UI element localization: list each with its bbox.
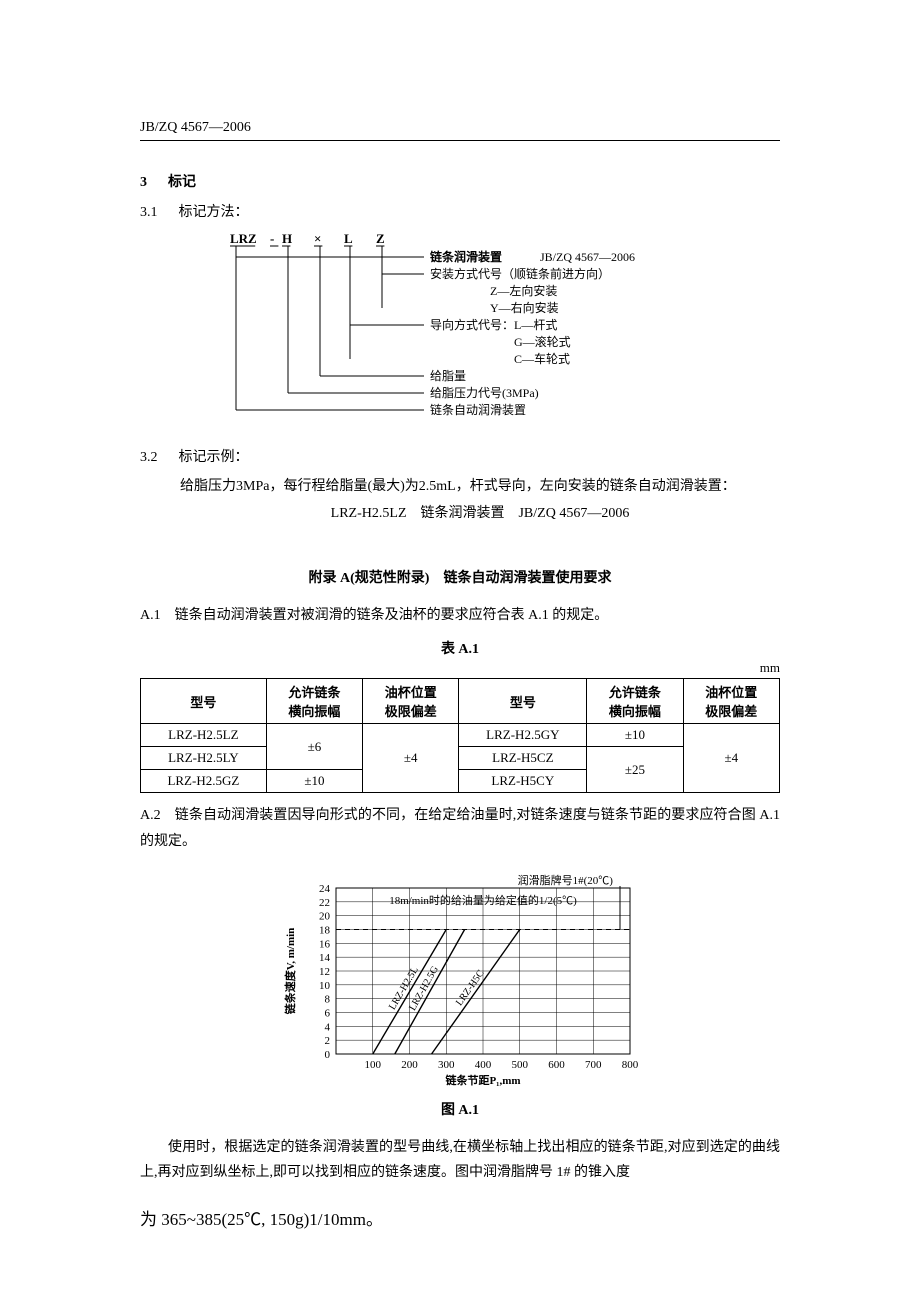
table-a1-unit: mm: [140, 660, 780, 676]
table-row: 型号允许链条横向振幅油杯位置极限偏差型号允许链条横向振幅油杯位置极限偏差: [141, 679, 780, 724]
svg-text:JB/ZQ 4567—2006: JB/ZQ 4567—2006: [540, 250, 635, 264]
svg-text:链条速度V, m/min: 链条速度V, m/min: [283, 927, 297, 1014]
chart-a1-caption: 图 A.1: [140, 1099, 780, 1119]
svg-text:800: 800: [622, 1059, 639, 1071]
svg-text:6: 6: [325, 1007, 331, 1019]
table-cell: ±10: [266, 770, 362, 793]
table-col-header: 允许链条横向振幅: [266, 679, 362, 724]
svg-text:导向方式代号：L—杆式: 导向方式代号：L—杆式: [430, 317, 557, 332]
table-row: LRZ-H2.5LZ±6±4LRZ-H2.5GY±10±4: [141, 724, 780, 747]
svg-text:链条节距P₁,mm: 链条节距P₁,mm: [445, 1073, 520, 1087]
svg-text:给脂压力代号(3MPa): 给脂压力代号(3MPa): [430, 385, 539, 400]
table-cell: LRZ-H2.5GZ: [141, 770, 267, 793]
svg-text:链条自动润滑装置: 链条自动润滑装置: [430, 402, 526, 417]
svg-text:8: 8: [325, 993, 331, 1005]
svg-text:LRZ-H5C: LRZ-H5C: [454, 968, 487, 1008]
chart-a1-wrap: 1002003004005006007008000246810121416182…: [140, 870, 780, 1119]
svg-text:400: 400: [475, 1059, 492, 1071]
section-3-1-label: 标记方法：: [179, 205, 249, 220]
table-cell: LRZ-H2.5LZ: [141, 724, 267, 747]
marking-example-line2: LRZ-H2.5LZ 链条润滑装置 JB/ZQ 4567—2006: [180, 501, 780, 528]
svg-text:100: 100: [365, 1059, 382, 1071]
svg-text:×: ×: [314, 231, 321, 246]
appendix-title: 附录 A(规范性附录) 链条自动润滑装置使用要求: [140, 567, 780, 587]
svg-text:24: 24: [319, 883, 331, 895]
table-cell: ±10: [587, 724, 683, 747]
table-cell: ±4: [683, 724, 779, 793]
table-cell: LRZ-H5CY: [459, 770, 587, 793]
section-3-num: 3: [140, 175, 147, 190]
table-col-header: 允许链条横向振幅: [587, 679, 683, 724]
marking-example: 给脂压力3MPa，每行程给脂量(最大)为2.5mL，杆式导向，左向安装的链条自动…: [180, 474, 780, 527]
svg-text:C—车轮式: C—车轮式: [430, 351, 570, 366]
table-cell: ±25: [587, 747, 683, 793]
footer-para1: 使用时，根据选定的链条润滑装置的型号曲线,在横坐标轴上找出相应的链条节距,对应到…: [140, 1135, 780, 1185]
svg-text:18: 18: [319, 924, 331, 936]
svg-text:10: 10: [319, 980, 331, 992]
svg-text:-: -: [270, 231, 274, 246]
table-a1-head: 型号允许链条横向振幅油杯位置极限偏差型号允许链条横向振幅油杯位置极限偏差: [141, 679, 780, 724]
table-a1: 型号允许链条横向振幅油杯位置极限偏差型号允许链条横向振幅油杯位置极限偏差 LRZ…: [140, 678, 780, 793]
svg-text:16: 16: [319, 938, 331, 950]
table-col-header: 型号: [141, 679, 267, 724]
section-3-label: 标记: [168, 175, 196, 190]
svg-text:润滑脂牌号1#(20℃): 润滑脂牌号1#(20℃): [518, 873, 614, 887]
section-3-2-num: 3.2: [140, 450, 158, 465]
svg-text:安装方式代号（顺链条前进方向）: 安装方式代号（顺链条前进方向）: [430, 266, 610, 281]
svg-text:4: 4: [325, 1021, 331, 1033]
svg-text:Z: Z: [376, 231, 385, 246]
table-a1-caption: 表 A.1: [140, 638, 780, 658]
marking-diagram: LRZ-H × L Z 链条润滑装置 JB/ZQ 4567—2006 安装方式代号（顺链条前…: [140, 231, 780, 426]
table-cell: LRZ-H2.5LY: [141, 747, 267, 770]
svg-text:Y—右向安装: Y—右向安装: [430, 300, 559, 315]
svg-text:600: 600: [548, 1059, 565, 1071]
table-col-header: 油杯位置极限偏差: [683, 679, 779, 724]
section-3-1-num: 3.1: [140, 205, 158, 220]
marking-diagram-svg: LRZ-H × L Z 链条润滑装置 JB/ZQ 4567—2006 安装方式代号（顺链条前…: [140, 231, 660, 421]
svg-text:LRZ: LRZ: [230, 231, 257, 246]
svg-text:12: 12: [319, 966, 330, 978]
svg-text:14: 14: [319, 952, 331, 964]
marking-example-line1: 给脂压力3MPa，每行程给脂量(最大)为2.5mL，杆式导向，左向安装的链条自动…: [180, 474, 780, 501]
section-3-2: 3.2 标记示例：: [140, 446, 780, 466]
svg-text:20: 20: [319, 910, 331, 922]
svg-text:22: 22: [319, 897, 330, 909]
svg-text:Z—左向安装: Z—左向安装: [430, 283, 557, 298]
svg-text:0: 0: [325, 1049, 331, 1061]
svg-text:700: 700: [585, 1059, 602, 1071]
doc-id: JB/ZQ 4567—2006: [140, 120, 251, 135]
appendix-a1-text: A.1 链条自动润滑装置对被润滑的链条及油杯的要求应符合表 A.1 的规定。: [140, 603, 780, 628]
table-col-header: 型号: [459, 679, 587, 724]
svg-text:L: L: [344, 231, 353, 246]
table-cell: LRZ-H5CZ: [459, 747, 587, 770]
page: JB/ZQ 4567—2006 3 标记 3.1 标记方法： LRZ-H × L Z 链…: [0, 0, 920, 1290]
svg-text:2: 2: [325, 1035, 331, 1047]
svg-text:给脂量: 给脂量: [430, 368, 466, 383]
table-cell: ±6: [266, 724, 362, 770]
svg-text:链条润滑装置: 链条润滑装置: [430, 249, 502, 264]
svg-text:18m/min时的给油量为给定值的1/2(5℃): 18m/min时的给油量为给定值的1/2(5℃): [389, 893, 577, 907]
table-a1-body: LRZ-H2.5LZ±6±4LRZ-H2.5GY±10±4LRZ-H2.5LYL…: [141, 724, 780, 793]
table-cell: LRZ-H2.5GY: [459, 724, 587, 747]
svg-text:500: 500: [512, 1059, 529, 1071]
table-col-header: 油杯位置极限偏差: [363, 679, 459, 724]
header: JB/ZQ 4567—2006: [140, 120, 780, 141]
svg-text:200: 200: [401, 1059, 418, 1071]
svg-text:H: H: [282, 231, 292, 246]
chart-a1-svg: 1002003004005006007008000246810121416182…: [280, 870, 640, 1090]
footer-para2: 为 365~385(25℃, 150g)1/10mm。: [140, 1205, 780, 1230]
section-3-title: 3 标记: [140, 171, 780, 191]
section-3-2-label: 标记示例：: [179, 450, 249, 465]
svg-text:300: 300: [438, 1059, 455, 1071]
appendix-a2-text: A.2 链条自动润滑装置因导向形式的不同，在给定给油量时,对链条速度与链条节距的…: [140, 803, 780, 853]
svg-text:G—滚轮式: G—滚轮式: [430, 334, 571, 349]
table-cell: ±4: [363, 724, 459, 793]
section-3-1: 3.1 标记方法：: [140, 201, 780, 221]
